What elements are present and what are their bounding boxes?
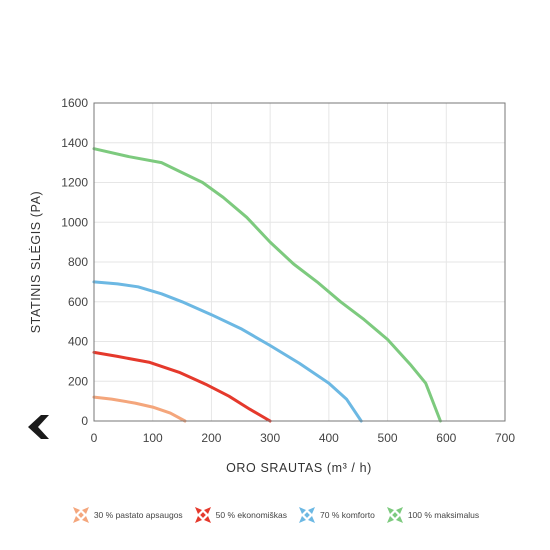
x-tick-label: 0 bbox=[91, 431, 98, 445]
grid bbox=[93, 102, 506, 422]
chevron-left-icon bbox=[28, 415, 49, 439]
legend-item: 70 % komforto bbox=[297, 505, 375, 525]
legend-label: 100 % maksimalus bbox=[407, 510, 480, 520]
x-tick-labels: 0 100 200 300 400 500 600 700 bbox=[91, 431, 516, 445]
x-tick-label: 500 bbox=[378, 431, 398, 445]
x-tick-label: 100 bbox=[143, 431, 163, 445]
x-axis-label: ORO SRAUTAS (m³ / h) bbox=[226, 461, 372, 475]
fan-icon bbox=[194, 507, 211, 523]
fan-icon bbox=[72, 507, 89, 523]
y-tick-label: 1600 bbox=[61, 96, 88, 110]
plot-frame bbox=[93, 102, 506, 422]
fan-icon bbox=[386, 507, 403, 523]
series-line-3 bbox=[92, 280, 363, 423]
back-button[interactable] bbox=[26, 412, 56, 442]
legend-item: 100 % maksimalus bbox=[385, 505, 479, 525]
series-line-1 bbox=[92, 395, 187, 423]
y-tick-labels: 0 200 400 600 800 1000 1200 1400 1600 bbox=[61, 96, 88, 428]
legend-item: 30 % pastato apsaugos bbox=[71, 505, 183, 525]
y-tick-label: 1200 bbox=[61, 176, 88, 190]
legend: 30 % pastato apsaugos 50 % ekonomiškas 70 … bbox=[0, 503, 550, 527]
x-tick-label: 400 bbox=[319, 431, 339, 445]
x-tick-label: 600 bbox=[436, 431, 456, 445]
series-lines bbox=[92, 147, 442, 423]
legend-label: 70 % komforto bbox=[320, 510, 375, 520]
legend-item: 50 % ekonomiškas bbox=[193, 505, 287, 525]
legend-label: 50 % ekonomiškas bbox=[215, 510, 288, 520]
y-tick-label: 0 bbox=[81, 414, 88, 428]
x-tick-label: 200 bbox=[201, 431, 221, 445]
series-line-2 bbox=[92, 350, 272, 423]
y-tick-label: 1400 bbox=[61, 136, 88, 150]
legend-label: 30 % pastato apsaugos bbox=[93, 510, 183, 520]
x-tick-label: 300 bbox=[260, 431, 280, 445]
y-tick-label: 400 bbox=[68, 335, 88, 349]
fan-icon bbox=[299, 507, 316, 523]
y-axis-label: STATINIS SLĖGIS (PA) bbox=[29, 191, 43, 334]
y-tick-label: 800 bbox=[68, 255, 88, 269]
y-tick-label: 600 bbox=[68, 295, 88, 309]
y-tick-label: 1000 bbox=[61, 215, 88, 229]
x-tick-label: 700 bbox=[495, 431, 515, 445]
y-tick-label: 200 bbox=[68, 374, 88, 388]
series-line-4 bbox=[92, 147, 442, 423]
